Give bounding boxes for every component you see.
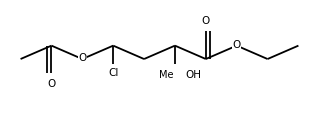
Text: O: O bbox=[47, 79, 56, 89]
Text: O: O bbox=[202, 16, 210, 26]
Text: OH: OH bbox=[185, 70, 201, 80]
Text: Me: Me bbox=[160, 70, 174, 80]
Text: O: O bbox=[233, 40, 241, 50]
Text: Cl: Cl bbox=[108, 68, 118, 78]
Text: O: O bbox=[78, 53, 86, 64]
